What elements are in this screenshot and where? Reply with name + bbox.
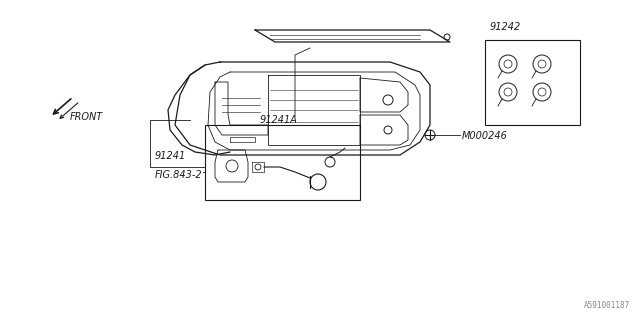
Bar [485,40,580,125]
Text: M000246: M000246 [462,131,508,141]
Text: 91241A: 91241A [260,115,298,125]
Bar [205,125,360,200]
Text: 91242: 91242 [490,22,521,32]
Text: FIG.843-2: FIG.843-2 [155,170,203,180]
Text: FRONT: FRONT [70,112,103,122]
Text: 91241: 91241 [155,151,186,161]
Text: A591001187: A591001187 [584,301,630,310]
